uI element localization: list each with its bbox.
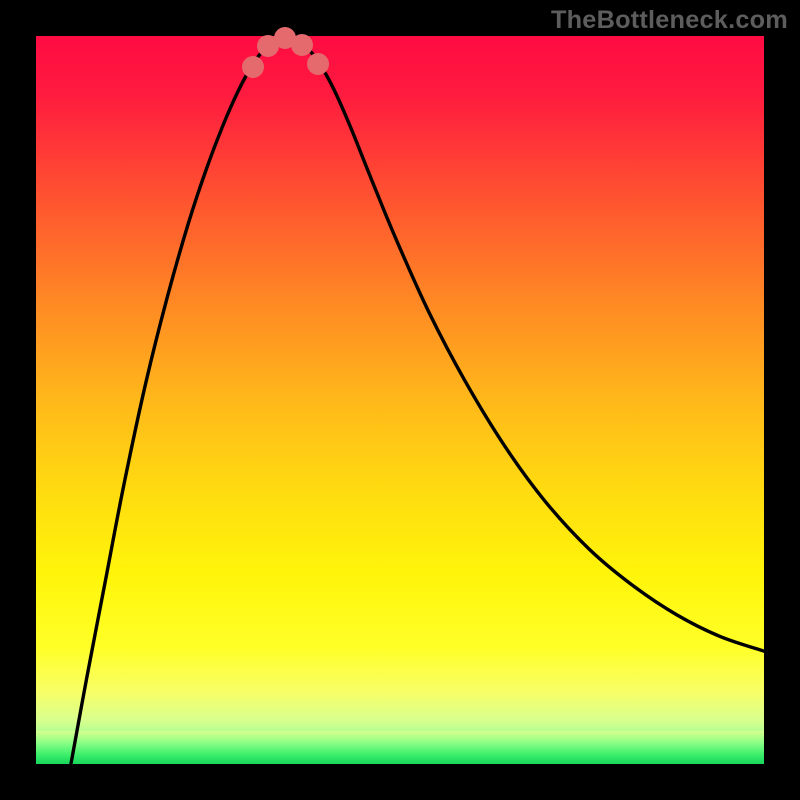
curve-marker bbox=[291, 34, 313, 56]
watermark-text: TheBottleneck.com bbox=[551, 6, 788, 35]
plot-area bbox=[36, 36, 764, 764]
curve-marker bbox=[242, 56, 264, 78]
curve-marker bbox=[307, 53, 329, 75]
markers-layer bbox=[36, 36, 764, 764]
chart-frame: TheBottleneck.com bbox=[0, 0, 800, 800]
plot-inner bbox=[36, 36, 764, 764]
